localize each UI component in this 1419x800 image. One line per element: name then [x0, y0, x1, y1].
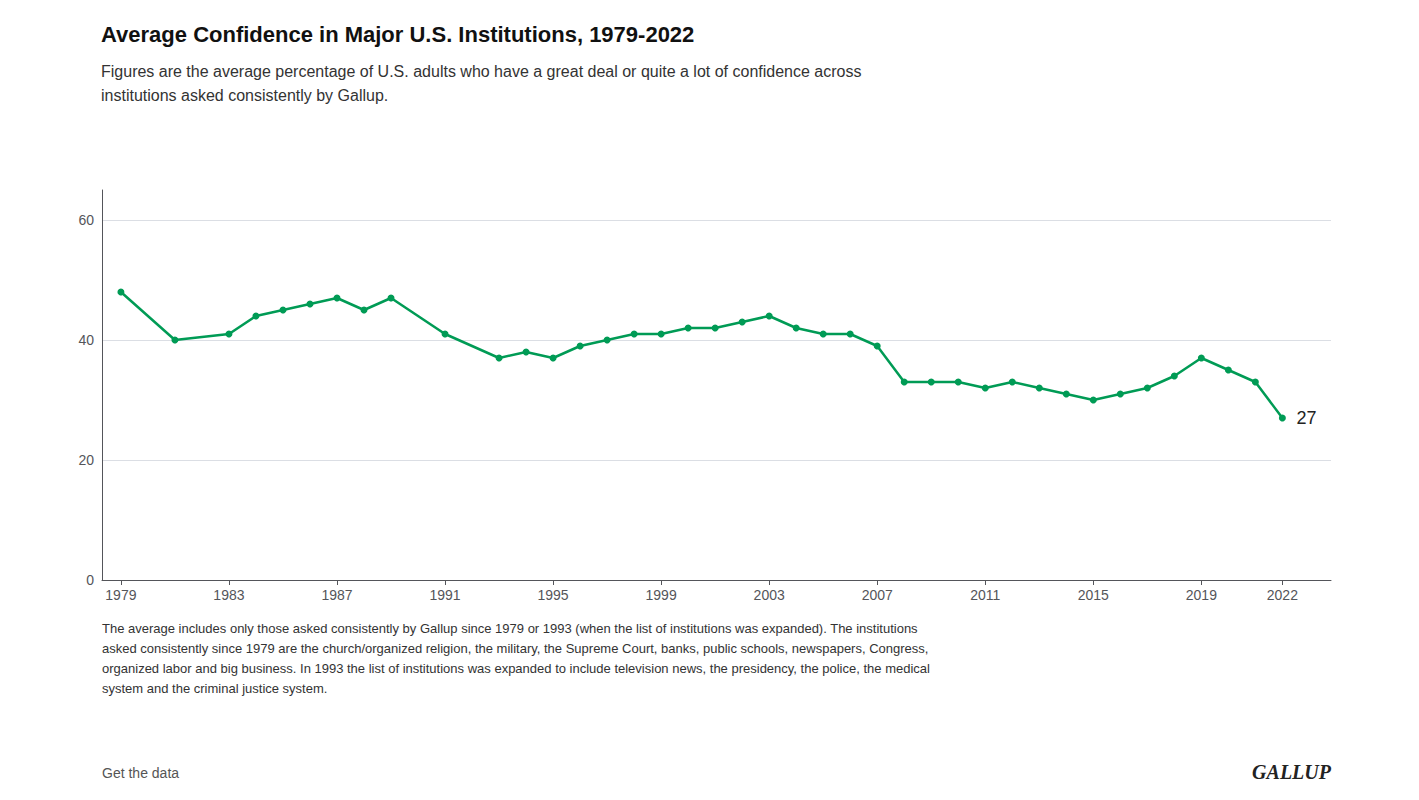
svg-text:2015: 2015: [1078, 587, 1109, 603]
svg-text:0: 0: [86, 572, 94, 588]
svg-text:20: 20: [78, 452, 94, 468]
svg-text:2003: 2003: [754, 587, 785, 603]
svg-text:60: 60: [78, 212, 94, 228]
svg-text:Average Confidence in Major U.: Average Confidence in Major U.S. Institu…: [101, 22, 694, 47]
svg-text:40: 40: [78, 332, 94, 348]
svg-text:system and the criminal justic: system and the criminal justice system.: [102, 681, 327, 696]
svg-text:2007: 2007: [862, 587, 893, 603]
svg-text:2011: 2011: [970, 587, 1000, 603]
svg-text:1987: 1987: [321, 587, 352, 603]
svg-text:The average includes only thos: The average includes only those asked co…: [102, 621, 918, 636]
svg-text:organized labor and big busine: organized labor and big business. In 199…: [102, 661, 930, 676]
svg-text:1995: 1995: [538, 587, 569, 603]
svg-text:institutions asked consistentl: institutions asked consistently by Gallu…: [101, 87, 388, 104]
svg-text:2019: 2019: [1186, 587, 1217, 603]
svg-text:1979: 1979: [105, 587, 136, 603]
svg-text:Figures are the average percen: Figures are the average percentage of U.…: [101, 63, 861, 80]
svg-text:Get the data: Get the data: [102, 765, 179, 781]
svg-text:1999: 1999: [646, 587, 677, 603]
svg-text:1983: 1983: [213, 587, 244, 603]
svg-text:GALLUP: GALLUP: [1252, 761, 1332, 783]
svg-text:1991: 1991: [429, 587, 460, 603]
svg-text:asked consistently since 1979: asked consistently since 1979 are the ch…: [102, 641, 928, 656]
svg-text:27: 27: [1296, 408, 1316, 428]
svg-text:2022: 2022: [1267, 587, 1298, 603]
